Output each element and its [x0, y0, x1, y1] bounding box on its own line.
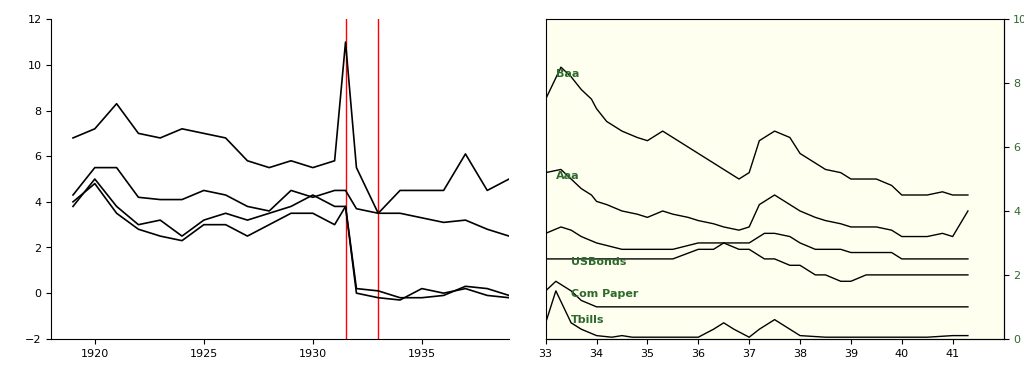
Text: USBonds: USBonds	[571, 257, 627, 267]
Text: Com Paper: Com Paper	[571, 289, 639, 299]
Text: Aaa: Aaa	[556, 171, 580, 181]
Text: Tbills: Tbills	[571, 315, 604, 325]
Text: Baa: Baa	[556, 69, 580, 79]
